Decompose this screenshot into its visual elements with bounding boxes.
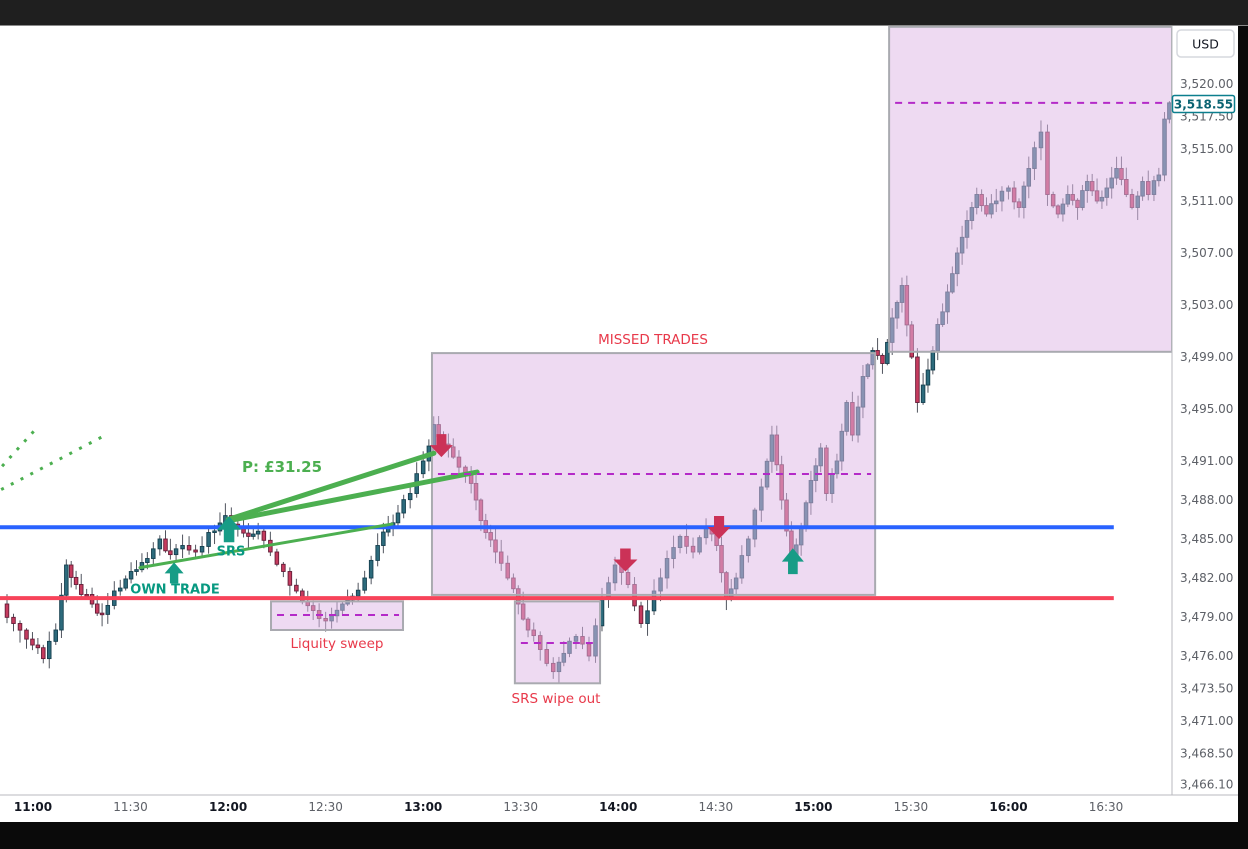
dashed-price-lines[interactable] (277, 101, 1169, 644)
missed-sell-2-arrow-icon[interactable] (613, 548, 638, 572)
missed-buy-arrow-icon[interactable] (781, 548, 804, 575)
missed-sell-1-arrow-icon[interactable] (429, 434, 453, 458)
price-tick-label: 3,473.50 (1180, 682, 1233, 696)
dotted-channel-lower[interactable] (0, 432, 109, 491)
dotted-trendlines[interactable] (0, 427, 109, 491)
price-tick-label: 3,466.10 (1180, 778, 1233, 792)
price-tick-label: 3,503.00 (1180, 298, 1233, 312)
time-tick-label: 15:00 (794, 800, 832, 814)
time-axis[interactable]: 11:00 11:30 12:00 12:30 13:00 13:30 14:00 14:30… (14, 800, 1123, 814)
trend-lines[interactable] (138, 450, 480, 570)
chart-window: 3,520.00 3,517.50 3,515.00 3,511.00 3,507.00… (0, 0, 1238, 822)
profit-label[interactable]: P: £31.25 (241, 458, 323, 476)
price-tick-label: 3,515.00 (1180, 142, 1233, 156)
horizontal-lines[interactable] (0, 525, 1114, 601)
time-tick-label: 14:30 (699, 800, 734, 814)
time-tick-label: 12:30 (308, 800, 343, 814)
projection-upper[interactable] (225, 450, 437, 522)
last-price-tag: 3,518.55 (1171, 94, 1236, 114)
currency-button[interactable]: USD (1176, 29, 1235, 58)
price-tick-label: 3,511.00 (1180, 194, 1233, 208)
chart-canvas[interactable]: 3,520.003,517.503,515.003,511.003,507.00… (0, 26, 1238, 822)
liquidity-sweep-label[interactable]: Liquity sweep (290, 636, 384, 652)
price-tick-label: 3,520.00 (1180, 77, 1233, 91)
time-tick-label: 13:00 (404, 800, 442, 814)
price-tick-label: 3,476.00 (1180, 649, 1233, 663)
chart-plot[interactable]: 3,520.00 3,517.50 3,515.00 3,511.00 3,507.00… (0, 26, 1238, 822)
dotted-channel-upper[interactable] (0, 427, 38, 468)
time-tick-label: 11:30 (113, 800, 148, 814)
srs-wipe-out-zone[interactable] (513, 600, 602, 685)
time-tick-label: 16:30 (1089, 800, 1124, 814)
swing-trendline[interactable] (138, 522, 394, 570)
price-tick-label: 3,468.50 (1180, 747, 1233, 761)
price-tick-label: 3,488.00 (1180, 493, 1233, 507)
price-tick-label: 3,491.00 (1180, 454, 1233, 468)
own-trade-buy-arrow-icon[interactable] (164, 562, 184, 584)
srs-label[interactable]: SRS (216, 544, 246, 560)
time-tick-label: 12:00 (209, 800, 247, 814)
price-tick-label: 3,471.00 (1180, 714, 1233, 728)
missed-trades-label[interactable]: MISSED TRADES (598, 332, 708, 348)
time-tick-label: 16:00 (989, 800, 1027, 814)
axes: 3,520.003,517.503,515.003,511.003,507.00… (0, 26, 1238, 814)
srs-wipe-out-label[interactable]: SRS wipe out (511, 691, 601, 707)
price-tick-label: 3,499.00 (1180, 350, 1233, 364)
last-price-value: 3,518.55 (1174, 98, 1233, 112)
price-axis[interactable]: 3,520.003,517.503,515.003,511.003,507.00… (1180, 77, 1233, 792)
time-tick-label: 11:00 (14, 800, 52, 814)
price-tick-label: 3,507.00 (1180, 246, 1233, 260)
missed-sell-3-arrow-icon[interactable] (707, 516, 731, 539)
window-top-bar (0, 0, 1248, 26)
time-tick-label: 15:30 (894, 800, 929, 814)
srs-buy-arrow-icon[interactable] (217, 516, 242, 543)
price-tick-label: 3,479.00 (1180, 610, 1233, 624)
trade-markers[interactable] (164, 434, 804, 584)
price-tick-label: 3,495.00 (1180, 402, 1233, 416)
price-tick-label: 3,485.00 (1180, 532, 1233, 546)
target-zone[interactable] (888, 26, 1172, 353)
own-trade-label[interactable]: OWN TRADE (130, 582, 220, 598)
time-tick-label: 14:00 (599, 800, 637, 814)
projection-lower[interactable] (225, 469, 480, 524)
currency-label: USD (1192, 37, 1219, 52)
time-tick-label: 13:30 (503, 800, 538, 814)
drawing-boxes[interactable] (270, 26, 1172, 685)
price-tick-label: 3,482.00 (1180, 571, 1233, 585)
